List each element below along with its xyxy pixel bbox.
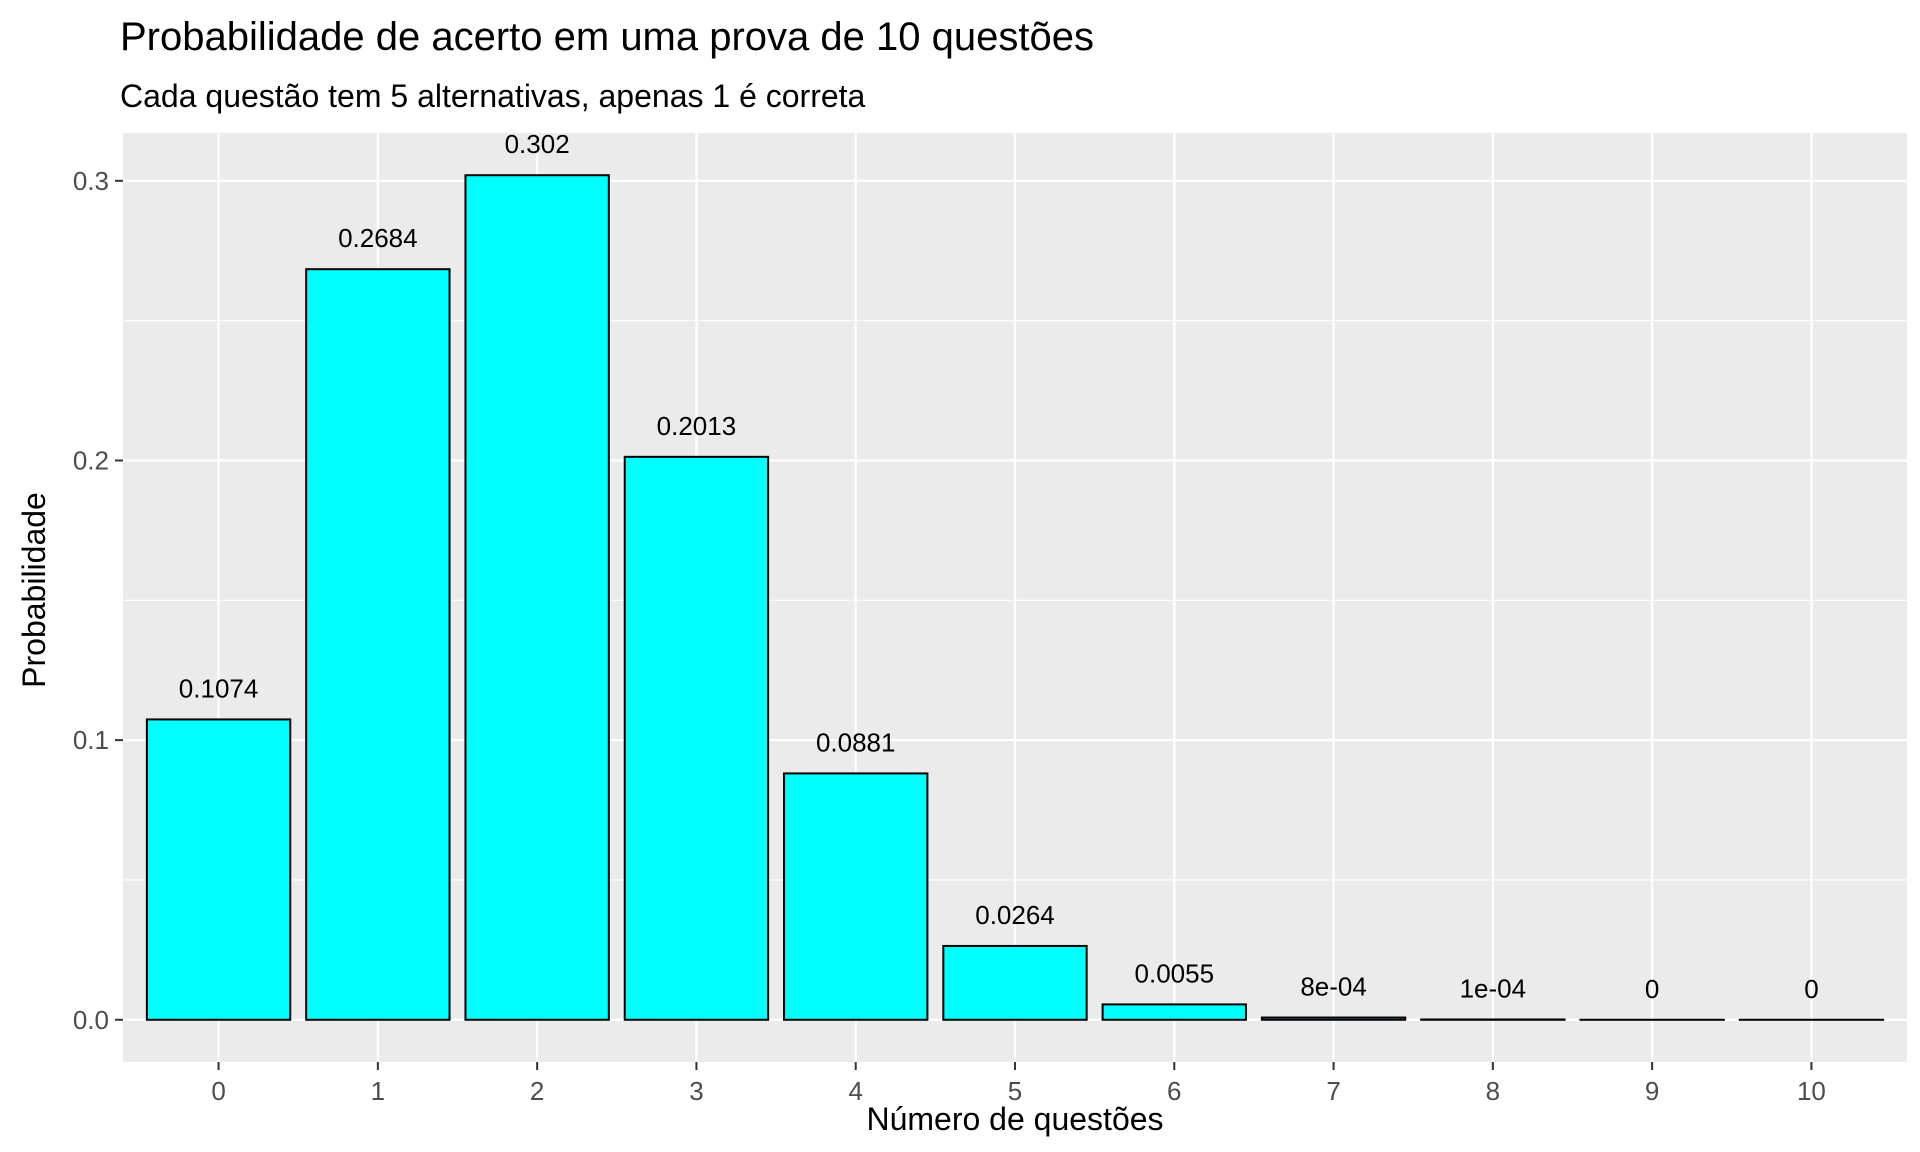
data-label-6: 0.0055 (1135, 958, 1215, 988)
x-axis: 0 1 2 3 4 5 6 7 8 9 10 (211, 1062, 1826, 1106)
bar-3 (623, 455, 770, 1021)
x-tick-label: 9 (1645, 1076, 1659, 1106)
x-tick-label: 2 (530, 1076, 544, 1106)
bar-6 (1101, 1003, 1247, 1021)
x-tick-label: 3 (689, 1076, 703, 1106)
data-label-9: 0 (1645, 974, 1659, 1004)
x-tick-label: 4 (848, 1076, 862, 1106)
data-labels: 0.1074 0.2684 0.302 0.2013 0.0881 0.0264 0.005… (179, 129, 1819, 1004)
chart-title: Probabilidade de acerto em uma prova de … (120, 15, 1094, 59)
data-label-3: 0.2013 (657, 411, 737, 441)
x-tick-label: 8 (1486, 1076, 1500, 1106)
bar-4 (783, 772, 929, 1021)
x-tick-label: 0 (211, 1076, 225, 1106)
data-label-1: 0.2684 (338, 223, 418, 253)
x-tick-label: 6 (1167, 1076, 1181, 1106)
bar-2 (464, 174, 610, 1021)
y-tick-label: 0.0 (73, 1005, 109, 1035)
data-label-4: 0.0881 (816, 727, 896, 757)
data-label-2: 0.302 (505, 129, 570, 159)
chart-subtitle: Cada questão tem 5 alternativas, apenas … (120, 78, 866, 114)
bar-1 (305, 268, 451, 1021)
y-tick-label: 0.2 (73, 445, 109, 475)
x-tick-label: 5 (1008, 1076, 1022, 1106)
y-axis: 0.0 0.1 0.2 0.3 (73, 166, 123, 1035)
data-label-5: 0.0264 (975, 900, 1055, 930)
data-label-8: 1e-04 (1460, 973, 1527, 1003)
data-label-10: 0 (1804, 974, 1818, 1004)
x-tick-label: 1 (371, 1076, 385, 1106)
bars (145, 174, 1885, 1021)
x-tick-label: 10 (1797, 1076, 1826, 1106)
data-label-0: 0.1074 (179, 673, 259, 703)
bar-7 (1260, 1016, 1407, 1021)
y-tick-label: 0.3 (73, 166, 109, 196)
y-axis-title: Probabilidade (16, 492, 52, 688)
x-axis-title: Número de questões (866, 1101, 1163, 1137)
bar-5 (942, 944, 1088, 1021)
y-tick-label: 0.1 (73, 725, 109, 755)
x-tick-label: 7 (1326, 1076, 1340, 1106)
data-label-7: 8e-04 (1300, 972, 1367, 1002)
bar-0 (145, 718, 292, 1021)
